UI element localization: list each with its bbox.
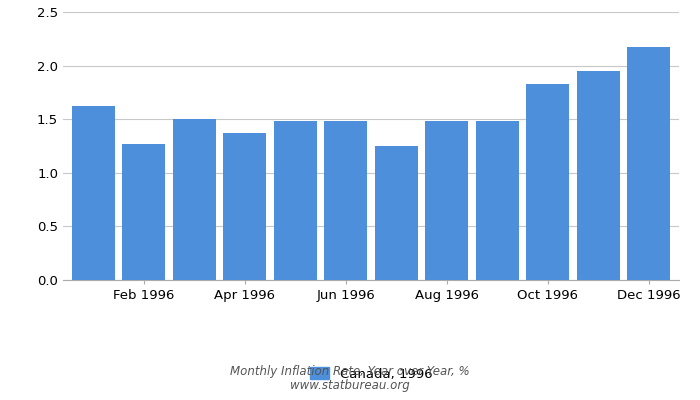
Bar <box>577 71 620 280</box>
Text: Monthly Inflation Rate, Year over Year, %: Monthly Inflation Rate, Year over Year, … <box>230 366 470 378</box>
Bar <box>476 121 519 280</box>
Bar <box>173 119 216 280</box>
Bar <box>274 121 316 280</box>
Bar <box>324 121 368 280</box>
Bar <box>223 133 266 280</box>
Bar <box>72 106 115 280</box>
Bar <box>526 84 569 280</box>
Bar <box>374 146 418 280</box>
Text: www.statbureau.org: www.statbureau.org <box>290 380 410 392</box>
Bar <box>426 121 468 280</box>
Bar <box>627 47 670 280</box>
Bar <box>122 144 165 280</box>
Legend: Canada, 1996: Canada, 1996 <box>304 362 438 386</box>
